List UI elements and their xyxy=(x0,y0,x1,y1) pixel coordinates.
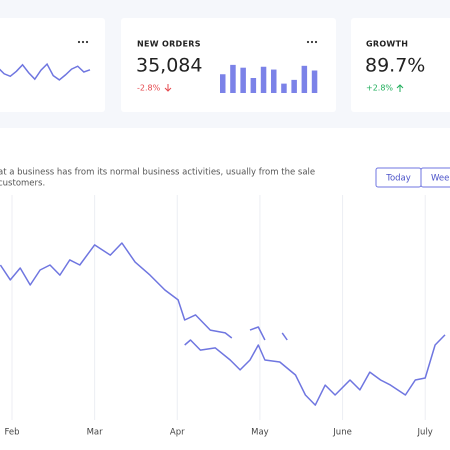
bar xyxy=(281,83,287,93)
x-tick-label: Mar xyxy=(87,428,104,438)
line-series xyxy=(184,334,446,406)
bar xyxy=(250,78,257,93)
x-tick-label: July xyxy=(417,428,433,438)
card xyxy=(0,18,105,112)
x-tick-label: Apr xyxy=(170,428,185,438)
bar xyxy=(230,64,236,93)
bar xyxy=(301,65,308,93)
menu-dots[interactable] xyxy=(77,40,318,44)
bar xyxy=(220,74,226,93)
button-label[interactable]: Week xyxy=(431,174,450,184)
bar xyxy=(291,79,297,93)
card-title: GROWTH xyxy=(366,40,408,49)
panel xyxy=(0,128,450,450)
card-title: NEW ORDERS xyxy=(137,40,201,49)
line-series xyxy=(0,242,288,341)
card-change: -2.8% xyxy=(137,84,161,93)
button-week[interactable] xyxy=(420,167,450,188)
x-tick-label: June xyxy=(332,428,352,438)
card xyxy=(351,18,450,112)
card-change: +2.8% xyxy=(366,84,393,93)
x-tick-label: Feb xyxy=(4,428,19,438)
bar xyxy=(260,66,267,93)
x-tick-label: May xyxy=(251,428,269,438)
sparkline xyxy=(0,62,91,81)
bar xyxy=(311,70,318,93)
up-arrow xyxy=(396,84,404,92)
bar xyxy=(271,69,277,93)
bar xyxy=(240,67,246,93)
card-value: 89.7% xyxy=(365,55,425,77)
card-value: 35,084 xyxy=(136,55,202,77)
description: at a business has from its normal busine… xyxy=(0,168,315,178)
button-label[interactable]: Today xyxy=(385,174,411,184)
description: customers. xyxy=(0,179,45,189)
down-arrow xyxy=(164,84,172,92)
